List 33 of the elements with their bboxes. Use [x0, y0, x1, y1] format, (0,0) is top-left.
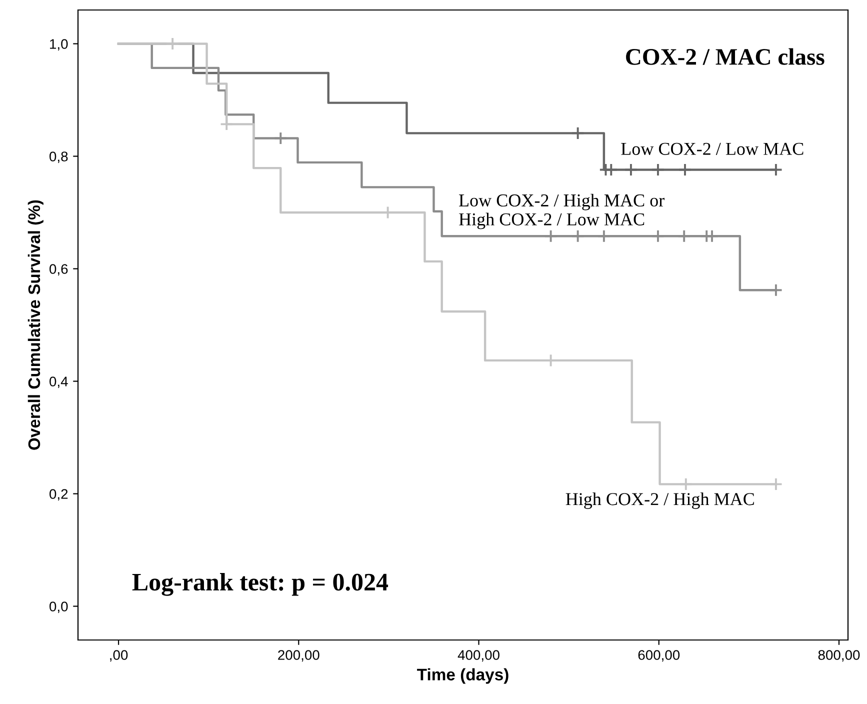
point: [274, 131, 288, 146]
x-tick-label: 400,00: [458, 650, 500, 662]
x-tick-label: 600,00: [638, 650, 680, 662]
x-tick-label: ,00: [110, 650, 128, 662]
point: [571, 229, 585, 243]
point: [651, 162, 665, 177]
point: [597, 229, 611, 243]
y-tick-label: 1,0: [50, 39, 68, 51]
point: [769, 162, 783, 177]
y-tick-label: 0,2: [50, 489, 68, 501]
point: [624, 162, 638, 177]
series-label: Low COX-2 / High MAC or High COX-2 / Low MAC: [459, 194, 664, 230]
series-label: Low COX-2 / Low MAC: [621, 142, 804, 155]
series-label: High COX-2 / High MAC: [566, 492, 754, 509]
y-tick-label: 0,8: [50, 152, 68, 164]
point: [544, 229, 558, 243]
point: [677, 229, 691, 243]
x-tick-label: 800,00: [818, 650, 860, 662]
annotation: Log-rank test: p = 0.024: [132, 573, 388, 596]
point: [651, 229, 665, 243]
point: [679, 477, 693, 491]
text: COX-2 / MAC class: [626, 48, 824, 65]
y-axis-title: Overall Cumulative Survival (%): [28, 200, 44, 450]
x-axis-title: Time (days): [417, 668, 508, 684]
x-tick-label: 200,00: [278, 650, 320, 662]
point: [769, 477, 783, 491]
point: [571, 126, 585, 140]
y-tick-label: 0,0: [50, 602, 68, 614]
point: [769, 283, 783, 297]
y-tick-label: 0,4: [50, 376, 68, 388]
y-tick-label: 0,6: [50, 264, 68, 276]
point: [678, 162, 692, 177]
point: [166, 36, 180, 51]
